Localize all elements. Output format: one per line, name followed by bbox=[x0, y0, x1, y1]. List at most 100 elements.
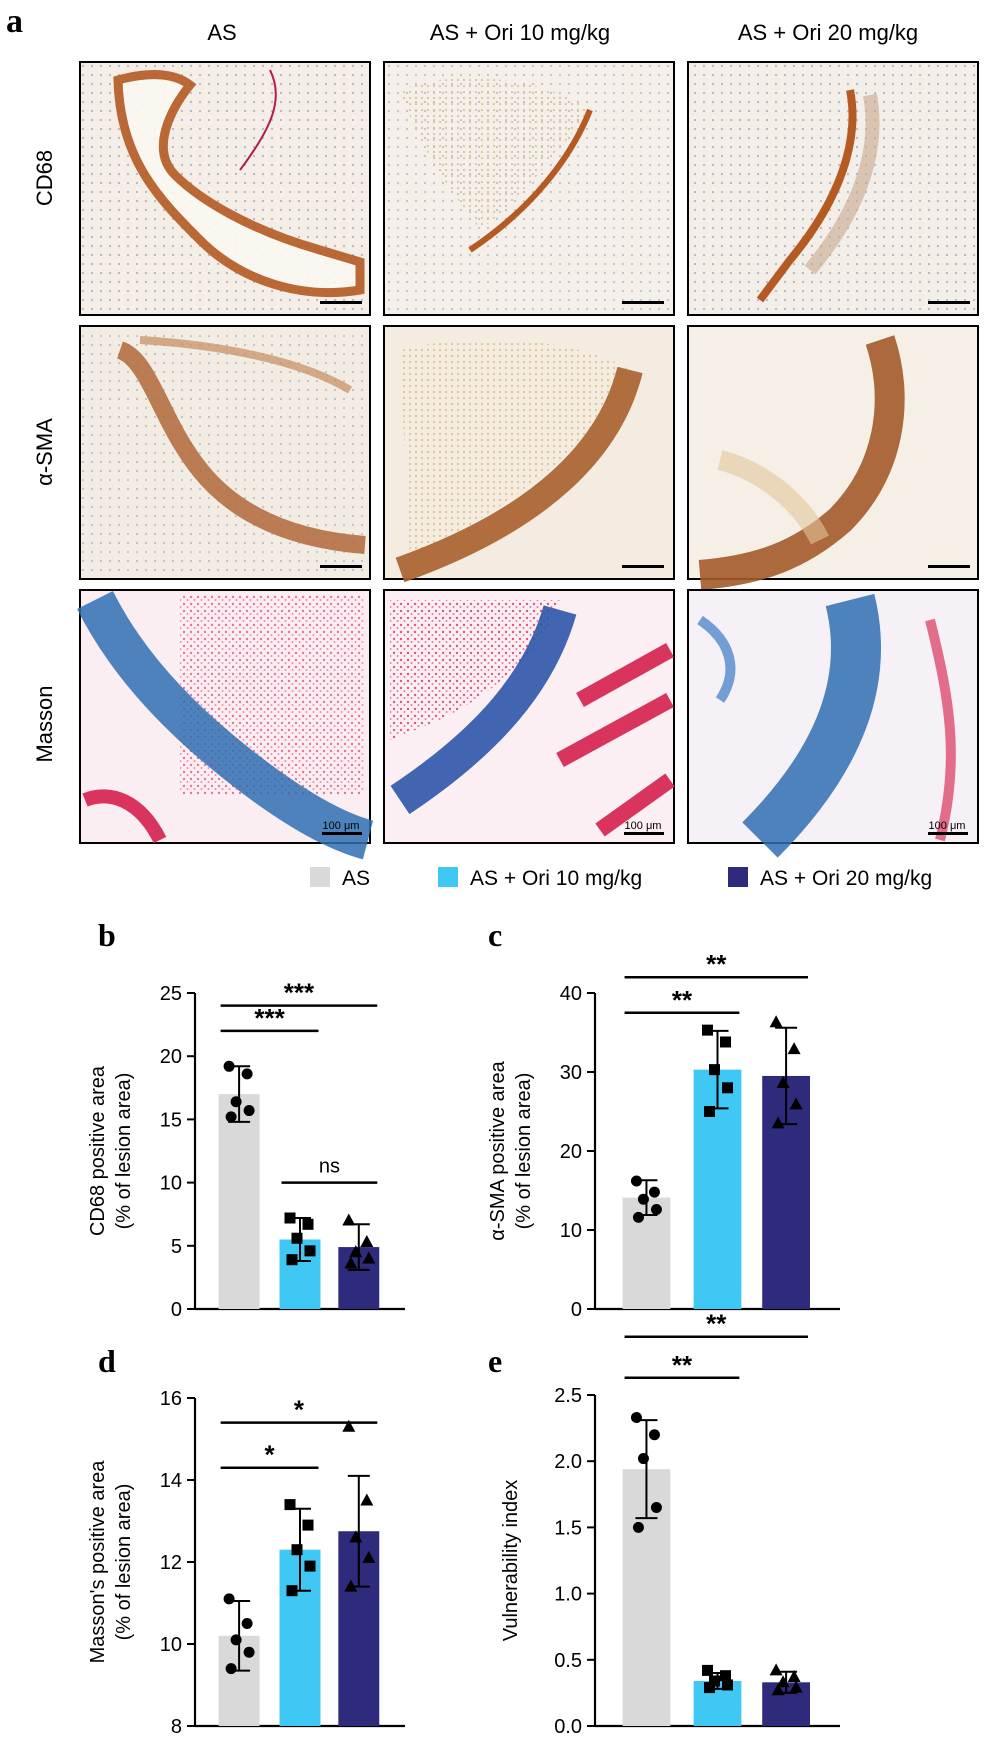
panel-letter-c: c bbox=[488, 917, 502, 953]
bar-1 bbox=[693, 1069, 742, 1309]
data-point bbox=[344, 1579, 358, 1592]
data-point bbox=[704, 1682, 715, 1694]
y-tick-label: 0 bbox=[171, 1299, 182, 1321]
y-tick-label: 0 bbox=[571, 1299, 582, 1321]
data-point bbox=[650, 1502, 662, 1514]
y-tick-label: 0.5 bbox=[554, 1650, 582, 1672]
y-axis-label: Masson's positive area bbox=[87, 1460, 109, 1664]
image-cd68-as bbox=[79, 61, 371, 316]
y-tick-label: 5 bbox=[171, 1236, 182, 1258]
data-point bbox=[789, 1680, 803, 1693]
data-point bbox=[291, 1544, 303, 1556]
data-point bbox=[286, 1254, 298, 1266]
chart-c: c 0 10 20 30 40 α-SMA positive area (% of lesio… bbox=[487, 917, 840, 1321]
data-point bbox=[722, 1082, 733, 1094]
y-tick-label: 0.0 bbox=[554, 1716, 582, 1738]
row-label-masson: Masson bbox=[32, 685, 57, 762]
data-point bbox=[302, 1519, 314, 1531]
scale-bar-label-as: 100 μm bbox=[323, 820, 360, 832]
legend: AS AS + Ori 10 mg/kg AS + Ori 20 mg/kg bbox=[310, 867, 932, 890]
y-tick-label: 30 bbox=[560, 1062, 582, 1084]
data-point bbox=[787, 1042, 801, 1055]
data-point bbox=[702, 1024, 713, 1036]
row-label-cd68: CD68 bbox=[32, 150, 57, 206]
data-point bbox=[776, 1675, 790, 1688]
data-point bbox=[291, 1232, 303, 1244]
data-point bbox=[284, 1499, 296, 1511]
significance-label: ** bbox=[706, 1309, 727, 1339]
data-point bbox=[702, 1664, 713, 1676]
chart-d: d 8 10 12 14 16 Masson's positive area (% of le… bbox=[87, 1343, 405, 1738]
y-tick-label: 2.0 bbox=[554, 1451, 582, 1473]
significance-label: * bbox=[294, 1395, 305, 1425]
data-point bbox=[637, 1193, 649, 1205]
y-tick-label: 1.0 bbox=[554, 1584, 582, 1606]
data-point bbox=[225, 1111, 237, 1123]
data-point bbox=[362, 1550, 376, 1563]
legend-label-as: AS bbox=[342, 867, 370, 890]
data-point bbox=[342, 1419, 356, 1432]
y-tick-label: 15 bbox=[160, 1109, 182, 1131]
data-point bbox=[342, 1213, 356, 1226]
image-masson-ori10: 100 μm bbox=[383, 589, 675, 844]
y-axis-label: (% of lesion area) bbox=[113, 1073, 135, 1230]
data-point bbox=[648, 1186, 660, 1198]
data-point bbox=[223, 1593, 235, 1605]
y-tick-label: 8 bbox=[171, 1716, 182, 1738]
image-masson-ori20: 100 μm bbox=[687, 589, 979, 858]
chart-b: b 0 5 10 15 20 25 CD68 positive area (% of lesio… bbox=[87, 917, 405, 1321]
y-tick-label: 10 bbox=[160, 1173, 182, 1195]
data-point bbox=[360, 1493, 374, 1506]
data-point bbox=[787, 1670, 801, 1683]
significance-label: *** bbox=[254, 1003, 285, 1033]
image-masson-as: 100 μm bbox=[77, 589, 374, 860]
y-tick-label: 1.5 bbox=[554, 1517, 582, 1539]
data-point bbox=[720, 1036, 731, 1048]
data-point bbox=[650, 1203, 662, 1215]
panel-letter-d: d bbox=[98, 1343, 116, 1379]
data-point bbox=[284, 1212, 296, 1224]
data-point bbox=[302, 1218, 314, 1230]
data-point bbox=[241, 1068, 253, 1080]
significance-label: *** bbox=[284, 978, 315, 1008]
column-header-as: AS bbox=[207, 20, 236, 45]
data-point bbox=[771, 1116, 785, 1129]
row-label-asma: α-SMA bbox=[32, 418, 57, 486]
data-point bbox=[769, 1663, 783, 1676]
scale-bar-label-ori10: 100 μm bbox=[625, 820, 662, 832]
legend-swatch-ori20 bbox=[728, 867, 748, 887]
column-header-ori10: AS + Ori 10 mg/kg bbox=[430, 20, 610, 45]
data-point bbox=[709, 1675, 720, 1687]
data-point bbox=[632, 1521, 644, 1533]
data-point bbox=[776, 1076, 790, 1089]
y-tick-label: 20 bbox=[160, 1046, 182, 1068]
image-cd68-ori10 bbox=[383, 61, 675, 316]
data-point bbox=[230, 1096, 242, 1108]
y-axis-label: Vulnerability index bbox=[500, 1480, 522, 1642]
data-point bbox=[349, 1245, 363, 1258]
significance-label: * bbox=[264, 1440, 275, 1470]
data-point bbox=[632, 1211, 644, 1223]
image-asma-ori10 bbox=[383, 325, 675, 583]
bar-0 bbox=[218, 1094, 260, 1309]
data-point bbox=[223, 1060, 235, 1072]
y-axis-label: CD68 positive area bbox=[87, 1065, 109, 1236]
y-tick-label: 10 bbox=[160, 1634, 182, 1656]
data-point bbox=[304, 1245, 316, 1257]
significance-label: ns bbox=[319, 1156, 340, 1178]
data-point bbox=[286, 1585, 298, 1597]
data-point bbox=[789, 1097, 803, 1110]
data-point bbox=[230, 1634, 242, 1646]
legend-swatch-as bbox=[310, 867, 330, 887]
data-point bbox=[243, 1105, 255, 1117]
chart-e: e 0.0 0.5 1.0 1.5 2.0 2.5 Vulnerability index **… bbox=[488, 1309, 840, 1738]
column-header-ori20: AS + Ori 20 mg/kg bbox=[738, 20, 918, 45]
y-tick-label: 12 bbox=[160, 1552, 182, 1574]
panel-letter-e: e bbox=[488, 1343, 502, 1379]
scale-bar-label-ori20: 100 μm bbox=[929, 820, 966, 832]
image-cd68-ori20 bbox=[687, 61, 979, 316]
data-point bbox=[344, 1256, 358, 1269]
y-tick-label: 40 bbox=[560, 983, 582, 1005]
y-tick-label: 2.5 bbox=[554, 1385, 582, 1407]
